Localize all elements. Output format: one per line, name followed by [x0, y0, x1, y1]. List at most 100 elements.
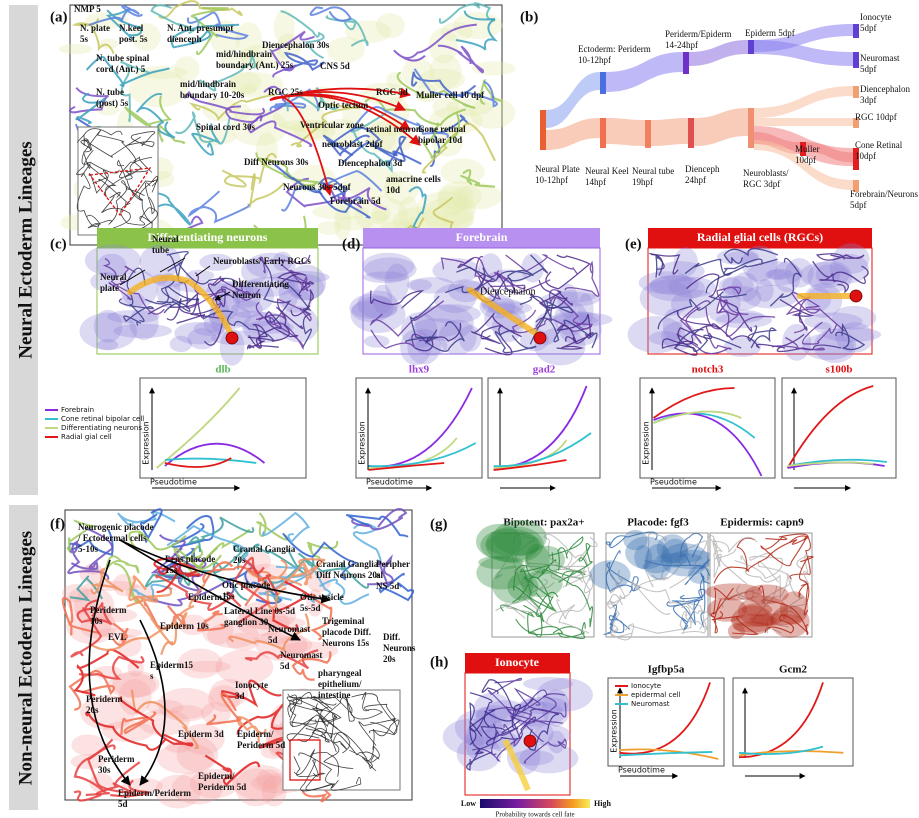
- label: EVL: [108, 632, 127, 642]
- label: 24hpf: [685, 175, 706, 185]
- cell-cloud: [99, 39, 119, 49]
- panel-label: (f): [50, 516, 65, 532]
- label: Neuromast: [860, 53, 900, 63]
- gene-name: gad2: [533, 364, 556, 376]
- cell-cloud: [453, 12, 503, 39]
- cell-cloud: [705, 583, 763, 600]
- x-axis-label: Pseudotime: [650, 478, 697, 487]
- sankey-node: [748, 40, 754, 54]
- label: Forebrain/Neurons: [850, 189, 918, 199]
- cell-cloud: [113, 324, 172, 338]
- x-axis-label: Pseudotime: [150, 478, 197, 487]
- label: Neural: [100, 272, 127, 282]
- cell-cloud: [376, 13, 405, 38]
- label: Neuromast: [280, 650, 322, 660]
- colorbar-caption: Probability towards cell fate: [495, 811, 574, 818]
- legend-entry: Cone retinal bipolar cell: [61, 415, 144, 423]
- label: 10dpf: [855, 151, 876, 161]
- label: Epiderm 5: [188, 592, 229, 602]
- y-axis-label: Expression: [642, 421, 651, 464]
- colorbar-label: Low: [461, 799, 476, 808]
- label: Trigeminal: [322, 616, 365, 626]
- label: N. plate: [80, 23, 110, 33]
- cell-cloud: [364, 335, 390, 348]
- panel-label: (e): [625, 236, 642, 252]
- label: 5dpf: [860, 64, 877, 74]
- sankey-node: [600, 118, 606, 148]
- label: 5-10s: [78, 544, 98, 554]
- gene-name: Gcm2: [779, 664, 808, 676]
- label: Neurogenic placode: [78, 522, 154, 532]
- cell-cloud: [525, 544, 550, 577]
- cell-cloud: [767, 269, 793, 280]
- label: Neurons 15s: [322, 638, 370, 648]
- label: Periderm: [86, 694, 123, 704]
- cell-cloud: [437, 186, 468, 215]
- label: Epiderm 10s: [160, 621, 209, 631]
- label: Peripher: [376, 559, 410, 569]
- label: Periderm: [98, 754, 135, 764]
- label: neuroblast 2dpf: [322, 139, 384, 149]
- label: Diff Neurons 20s: [316, 570, 381, 580]
- cell-fate-dot: [534, 332, 546, 344]
- legend-entry: Ionocyte: [631, 682, 661, 690]
- label: Cranial Ganglia: [316, 559, 379, 569]
- label: 10d: [386, 185, 400, 195]
- label: 14hpf: [585, 177, 606, 187]
- label: 10-12hpf: [578, 55, 611, 65]
- cell-cloud: [187, 328, 216, 349]
- cell-cloud: [470, 97, 516, 129]
- sankey-flow: [754, 118, 853, 126]
- label: epithelium/: [318, 679, 362, 689]
- label: Otic placode: [222, 580, 270, 590]
- label: Epiderm/: [198, 771, 235, 781]
- label: 5d: [280, 661, 290, 671]
- label: Neuroblasts/ Early RGCs: [213, 256, 311, 266]
- figure: Neural Ectoderm LineagesNon-neural Ectod…: [0, 0, 919, 818]
- cell-cloud: [717, 249, 759, 265]
- sankey-node: [600, 72, 606, 94]
- label: 5s-5d: [300, 603, 321, 613]
- label: Neuromast: [268, 624, 310, 634]
- label: Periderm/Epiderm: [665, 29, 731, 39]
- label: RGC 25s: [268, 87, 303, 97]
- label: N. Ant. presumpt: [167, 23, 233, 33]
- label: 14-24hpf: [665, 40, 698, 50]
- cell-cloud: [419, 68, 465, 90]
- label: NMP 5: [74, 4, 101, 14]
- label: 5d: [118, 799, 128, 809]
- label: RGC 10dpf: [855, 112, 897, 122]
- label: cord (Ant.) 5: [96, 64, 146, 74]
- label: 20s: [383, 654, 396, 664]
- cell-cloud: [590, 560, 631, 589]
- cell-cloud: [688, 565, 711, 584]
- label: Spinal cord 30s: [196, 122, 256, 132]
- label: Epiderm 3d: [178, 729, 224, 739]
- label: Neurons: [383, 643, 416, 653]
- cell-cloud: [441, 158, 485, 184]
- label: plate: [100, 283, 119, 293]
- label: Neural: [152, 234, 179, 244]
- label: Neurons 30s-5dpf: [283, 182, 352, 192]
- cell-cloud: [59, 44, 92, 55]
- sankey-node: [688, 118, 694, 148]
- label: RGC 3dpf: [743, 179, 780, 189]
- panel-label: (g): [430, 516, 448, 532]
- colorbar: [480, 799, 590, 808]
- panel-title: Epidermis: capn9: [720, 517, 804, 529]
- label: Diencephalon 30s: [262, 40, 330, 50]
- label: Cone retinal: [418, 124, 466, 134]
- cell-cloud: [707, 598, 747, 622]
- cell-fate-dot: [850, 290, 862, 302]
- label: Periderm 5d: [198, 782, 246, 792]
- sankey-node: [853, 52, 859, 68]
- label: Epiderm/: [237, 729, 274, 739]
- gene-name: Igfbp5a: [648, 664, 685, 676]
- y-axis-label: Expression: [610, 709, 619, 752]
- label: 10s: [90, 616, 103, 626]
- label: Cranial Ganglia: [233, 544, 296, 554]
- label: Neuroblasts/: [743, 168, 789, 178]
- label: Otic vesicle: [300, 592, 344, 602]
- cell-cloud: [770, 605, 809, 638]
- label: Lens placode: [165, 554, 215, 564]
